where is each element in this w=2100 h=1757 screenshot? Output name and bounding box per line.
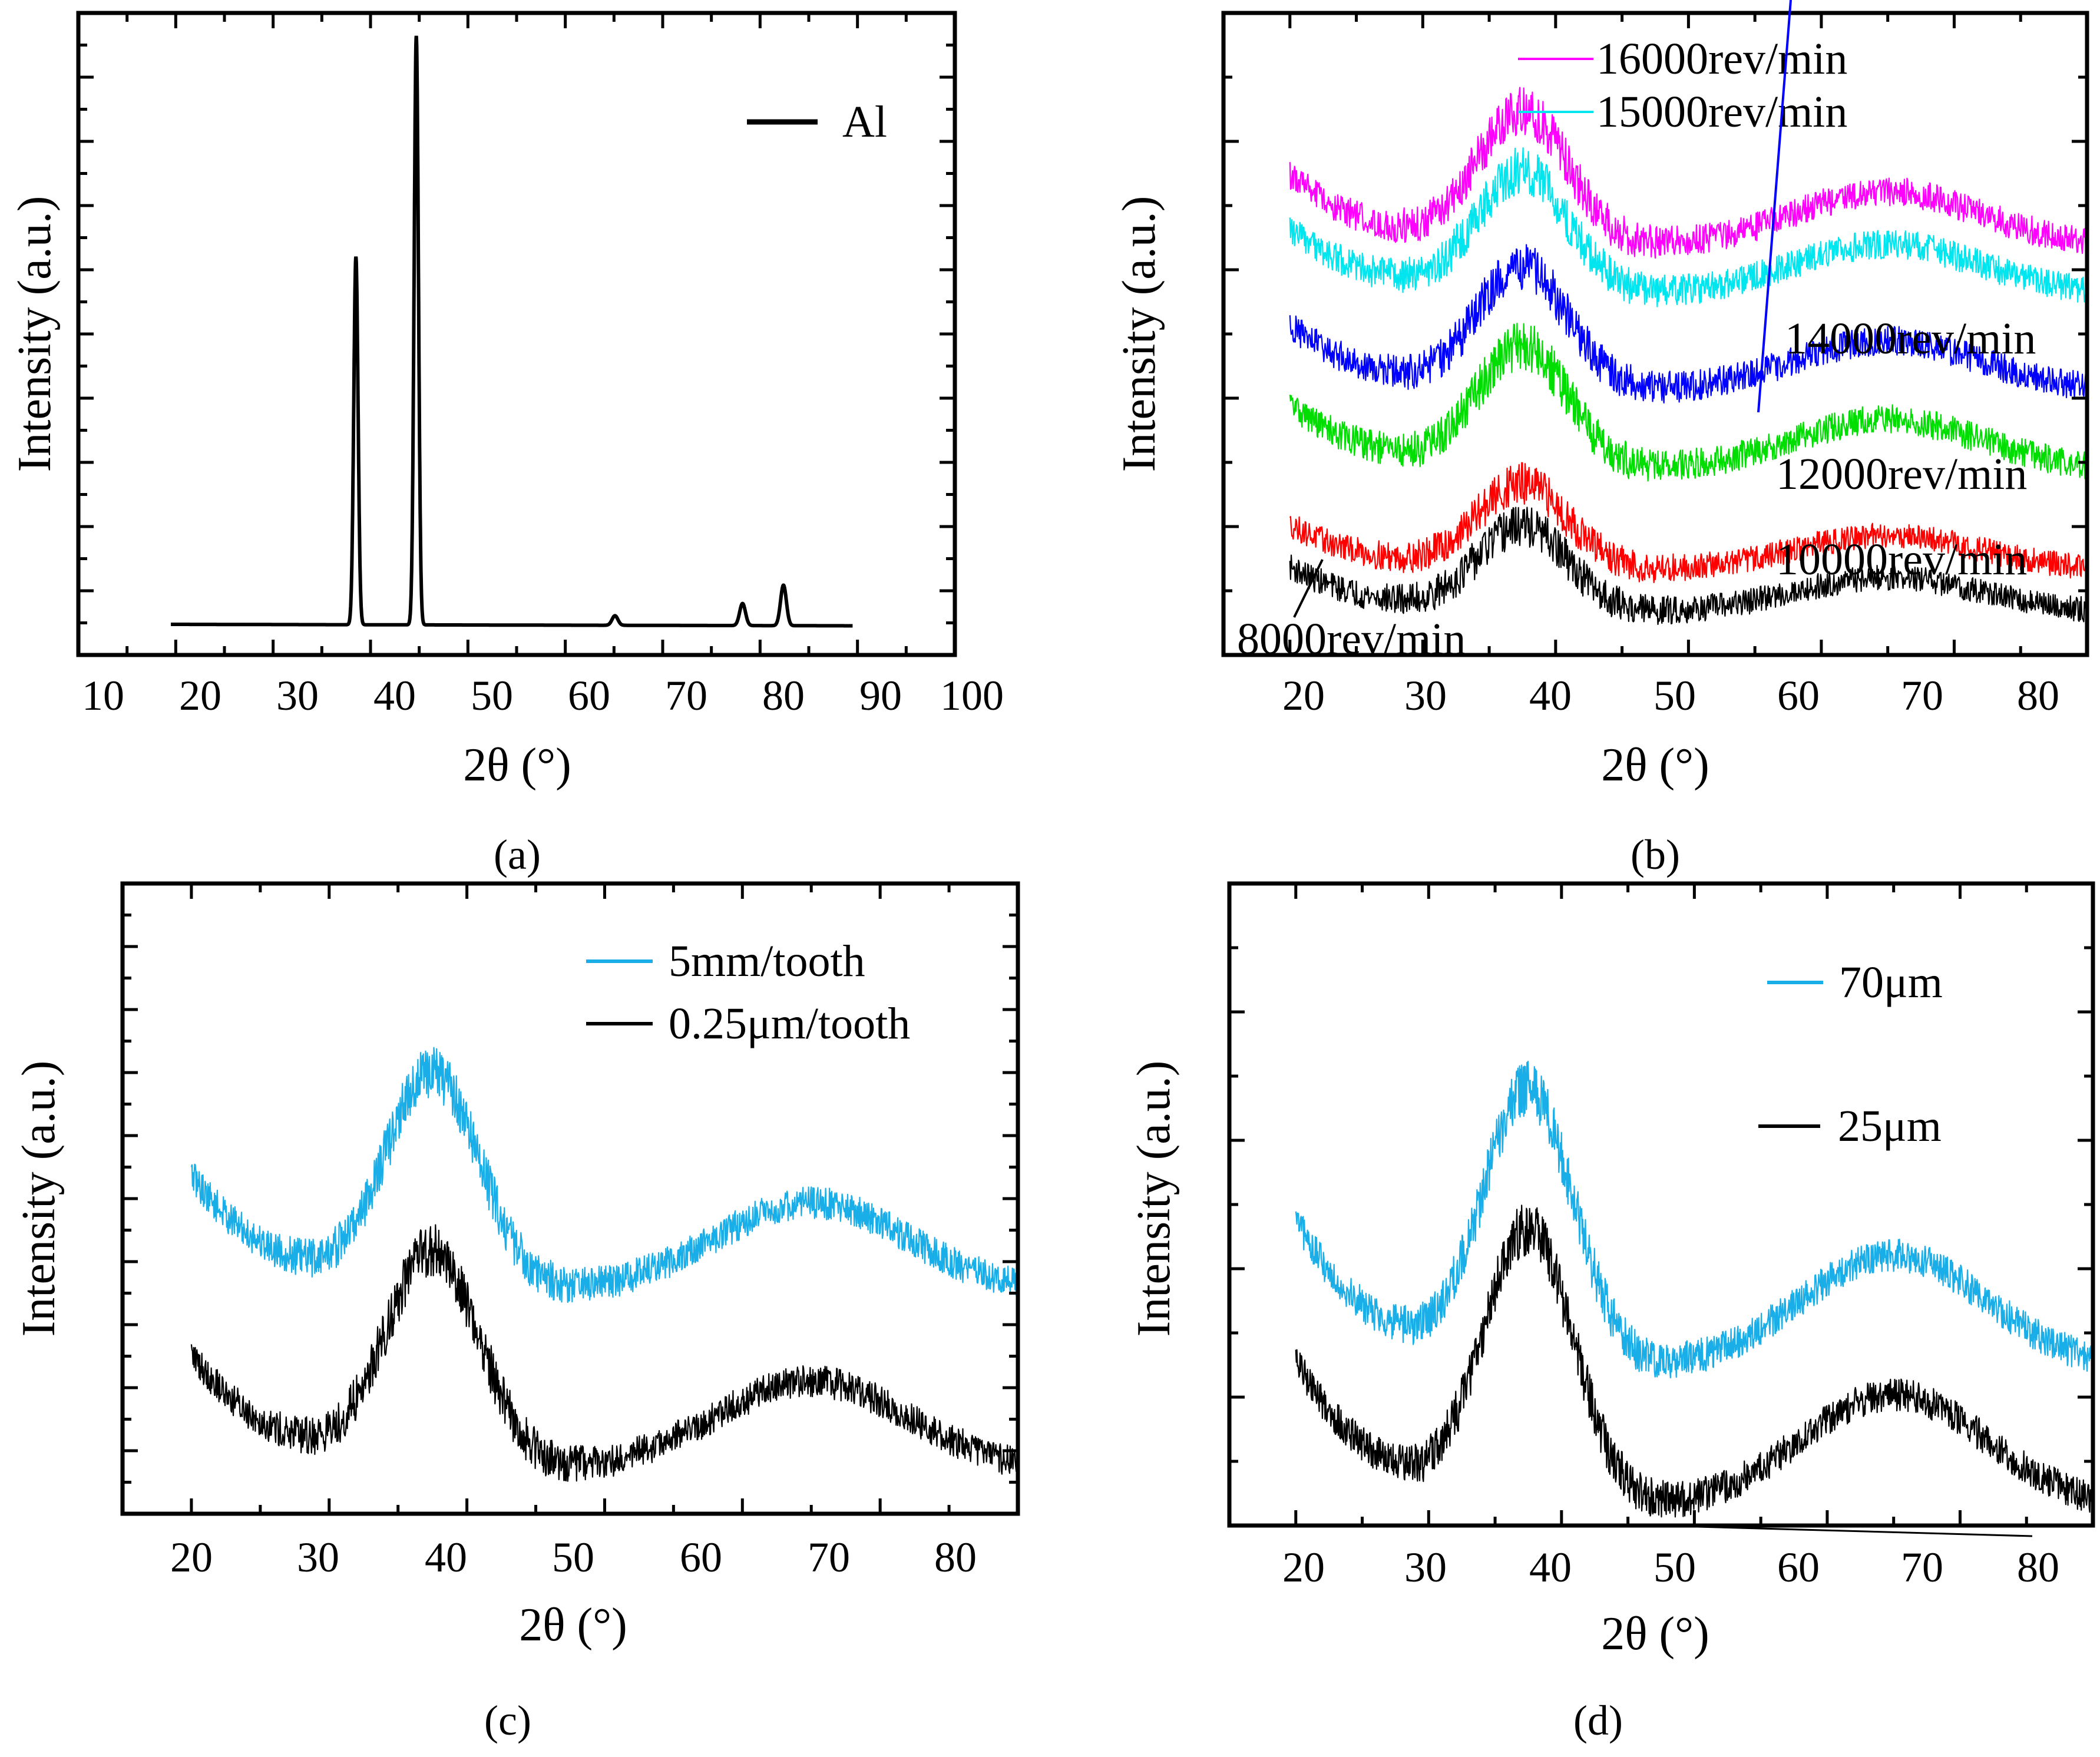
panel-d-xtick-label: 40 bbox=[1529, 1544, 1572, 1591]
panel-b-series-16000rev-min bbox=[1289, 87, 2086, 259]
panel-c-xtick-label: 50 bbox=[552, 1534, 594, 1581]
panel-a-xtick-label: 100 bbox=[940, 672, 1004, 719]
panel-c-series-0-25-m-tooth bbox=[190, 1224, 1017, 1482]
panel-c-traces bbox=[190, 1047, 1017, 1482]
panel-b-xtick-label: 40 bbox=[1529, 672, 1572, 719]
panel-b-series-14000rev-min bbox=[1289, 244, 2086, 404]
panel-c-ticks bbox=[121, 884, 1020, 1514]
panel-b-series-15000rev-min bbox=[1289, 147, 2086, 307]
panel-d-traces bbox=[1295, 1060, 2092, 1518]
panel-d-xtick-label: 50 bbox=[1653, 1544, 1696, 1591]
panel-d-stray-line bbox=[1655, 1524, 2033, 1537]
panel-c-xtick-label: 40 bbox=[425, 1534, 467, 1581]
panel-a-plot-frame bbox=[76, 11, 957, 657]
panel-c-tick-labels: 20 30 40 50 60 70 80 bbox=[170, 1534, 977, 1581]
panel-c: 20 30 40 50 60 70 80 2θ (°) Intensity (a… bbox=[13, 881, 1020, 1744]
panel-b-label-8000: 8000rev/min bbox=[1237, 614, 1466, 664]
panel-b-xtick-label: 20 bbox=[1282, 672, 1325, 719]
panel-a-xtick-label: 90 bbox=[859, 672, 902, 719]
panel-c-xtick-label: 70 bbox=[808, 1534, 850, 1581]
panel-b-series-10000rev-min bbox=[1289, 462, 2086, 583]
panel-b-x-axis-label: 2θ (°) bbox=[1601, 739, 1709, 791]
panel-a: 10 20 30 40 50 60 70 80 90 100 2θ (°) In… bbox=[9, 11, 1004, 878]
panel-a-y-axis-label: Intensity (a.u.) bbox=[9, 196, 61, 472]
panel-b-series-labels: 16000rev/min 15000rev/min 14000rev/min 1… bbox=[1237, 0, 2036, 664]
panel-b-y-axis-label: Intensity (a.u.) bbox=[1113, 196, 1165, 472]
panel-d-tick-labels: 20 30 40 50 60 70 80 bbox=[1282, 1544, 2059, 1591]
panel-b-label-15000: 15000rev/min bbox=[1596, 87, 1847, 137]
panel-d-xtick-label: 70 bbox=[1901, 1544, 1943, 1591]
panel-a-traces bbox=[171, 35, 853, 628]
panel-b-leader-line bbox=[1757, 0, 1792, 413]
panel-a-tick-labels: 10 20 30 40 50 60 70 80 90 100 bbox=[82, 672, 1004, 719]
panel-d-y-axis-label: Intensity (a.u.) bbox=[1128, 1061, 1180, 1337]
panel-d-series-70-m bbox=[1295, 1060, 2092, 1379]
panel-a-xtick-label: 20 bbox=[179, 672, 221, 719]
panel-c-xtick-label: 20 bbox=[170, 1534, 213, 1581]
panel-a-xtick-label: 70 bbox=[665, 672, 707, 719]
panel-d: 20 30 40 50 60 70 80 2θ (°) Intensity (a… bbox=[1128, 881, 2095, 1744]
panel-b-traces bbox=[1289, 87, 2086, 626]
panel-b-xtick-label: 30 bbox=[1404, 672, 1447, 719]
panel-d-series-25-m bbox=[1295, 1205, 2092, 1518]
panel-a-legend-label: Al bbox=[842, 97, 887, 147]
panel-a-series-al bbox=[171, 35, 853, 628]
panel-c-xtick-label: 60 bbox=[680, 1534, 722, 1581]
panel-b-label-16000: 16000rev/min bbox=[1596, 34, 1847, 84]
panel-a-xtick-label: 80 bbox=[762, 672, 805, 719]
panel-b-xtick-label: 50 bbox=[1653, 672, 1696, 719]
panel-a-x-axis-label: 2θ (°) bbox=[463, 739, 571, 791]
panel-d-x-axis-label: 2θ (°) bbox=[1601, 1608, 1709, 1660]
panel-c-legend-label: 0.25μm/tooth bbox=[669, 999, 910, 1048]
panel-c-series-5mm-tooth bbox=[190, 1047, 1017, 1303]
panel-b-label-14000: 14000rev/min bbox=[1785, 314, 2036, 363]
panel-b-ticks bbox=[1222, 13, 2089, 655]
panel-b-caption: (b) bbox=[1631, 831, 1680, 878]
panel-b: 20 30 40 50 60 70 80 2θ (°) Intensity (a… bbox=[1113, 0, 2089, 878]
panel-c-legend: 5mm/tooth 0.25μm/tooth bbox=[586, 937, 910, 1048]
panel-a-xtick-label: 10 bbox=[82, 672, 124, 719]
panel-d-xtick-label: 60 bbox=[1777, 1544, 1820, 1591]
panel-d-legend-label: 70μm bbox=[1839, 958, 1943, 1007]
panel-a-xtick-label: 30 bbox=[276, 672, 319, 719]
panel-a-caption: (a) bbox=[494, 831, 541, 878]
panel-a-xtick-label: 50 bbox=[471, 672, 513, 719]
panel-b-series-12000rev-min bbox=[1289, 323, 2086, 482]
panel-b-tick-labels: 20 30 40 50 60 70 80 bbox=[1282, 672, 2059, 719]
panel-d-xtick-label: 80 bbox=[2017, 1544, 2059, 1591]
panel-c-xtick-label: 80 bbox=[934, 1534, 977, 1581]
panel-c-caption: (c) bbox=[484, 1697, 531, 1744]
panel-a-xtick-label: 40 bbox=[373, 672, 416, 719]
panel-b-label-10000: 10000rev/min bbox=[1776, 535, 2027, 584]
panel-b-xtick-label: 70 bbox=[1901, 672, 1943, 719]
panel-a-xtick-label: 60 bbox=[568, 672, 610, 719]
panel-b-label-12000: 12000rev/min bbox=[1776, 449, 2027, 499]
panel-a-ticks bbox=[77, 13, 957, 655]
panel-d-legend: 70μm 25μm bbox=[1758, 958, 1943, 1151]
panel-b-xtick-label: 80 bbox=[2017, 672, 2059, 719]
panel-c-xtick-label: 30 bbox=[297, 1534, 339, 1581]
panel-c-x-axis-label: 2θ (°) bbox=[519, 1599, 627, 1651]
panel-d-plot-frame bbox=[1227, 881, 2095, 1528]
panel-a-legend: Al bbox=[747, 97, 887, 147]
panel-d-legend-label: 25μm bbox=[1838, 1101, 1942, 1151]
panel-b-series-8000rev-min bbox=[1289, 507, 2086, 626]
panel-d-xtick-label: 30 bbox=[1404, 1544, 1447, 1591]
panel-b-leader-line bbox=[1293, 559, 1324, 618]
panel-b-xtick-label: 60 bbox=[1777, 672, 1820, 719]
panel-d-caption: (d) bbox=[1573, 1697, 1623, 1744]
panel-d-xtick-label: 20 bbox=[1282, 1544, 1325, 1591]
panel-d-ticks bbox=[1228, 884, 2095, 1526]
panel-c-legend-label: 5mm/tooth bbox=[669, 937, 865, 986]
panel-c-y-axis-label: Intensity (a.u.) bbox=[13, 1061, 65, 1337]
